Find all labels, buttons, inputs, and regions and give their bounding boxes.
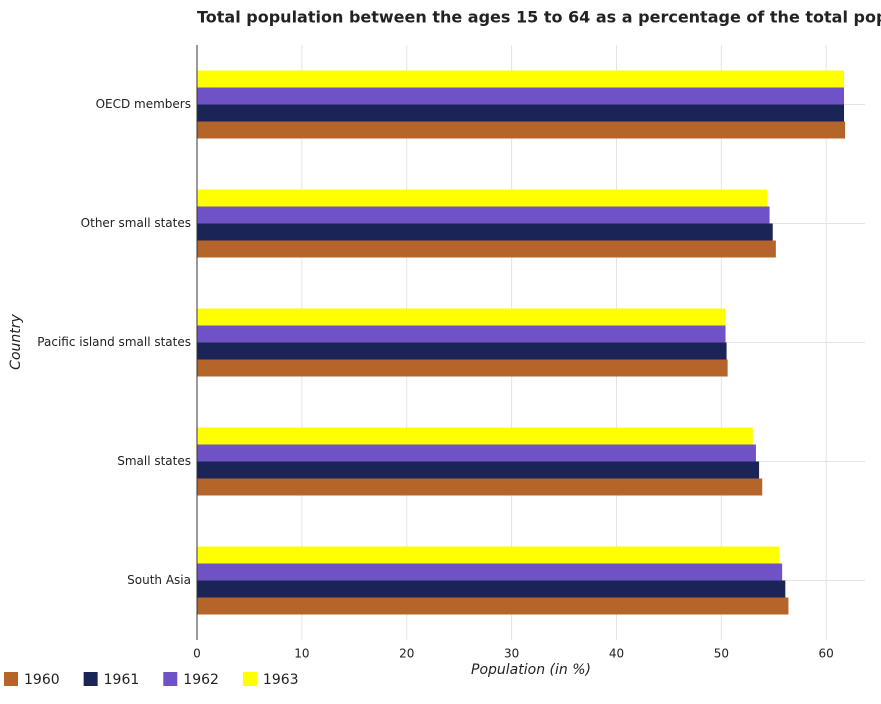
bar: [197, 308, 726, 326]
x-tick-label: 20: [399, 647, 414, 661]
legend-label: 1962: [183, 672, 219, 688]
x-tick-label: 40: [609, 647, 624, 661]
y-tick-label: OECD members: [96, 97, 191, 111]
y-tick-label: Other small states: [81, 216, 191, 230]
bar: [197, 444, 756, 462]
legend-swatch: [242, 672, 257, 686]
bar: [197, 427, 753, 445]
legend-label: 1960: [24, 672, 60, 688]
x-tick-label: 0: [193, 647, 201, 661]
bar: [197, 189, 768, 207]
bar: [197, 359, 728, 377]
legend-label: 1961: [104, 672, 140, 688]
legend-swatch: [163, 672, 178, 686]
bar: [197, 87, 845, 105]
bar: [197, 104, 845, 122]
x-tick-label: 60: [819, 647, 834, 661]
y-tick-label: South Asia: [127, 573, 191, 587]
bar: [197, 563, 783, 581]
bar: [197, 461, 760, 479]
legend-label: 1963: [263, 672, 299, 688]
bar: [197, 325, 726, 343]
y-axis-label: Country: [8, 313, 24, 369]
bar: [197, 342, 727, 360]
x-tick-label: 30: [504, 647, 519, 661]
x-axis-label: Population (in %): [471, 662, 591, 678]
x-tick-label: 50: [714, 647, 729, 661]
bar: [197, 240, 776, 258]
x-tick-label: 10: [294, 647, 309, 661]
bar: [197, 478, 763, 496]
bar: [197, 597, 789, 615]
bar: [197, 70, 845, 88]
bar: [197, 121, 846, 139]
bar: [197, 580, 786, 598]
legend-swatch: [4, 672, 18, 686]
bar: [197, 206, 770, 224]
bar: [197, 546, 780, 564]
y-tick-label: Small states: [117, 454, 191, 468]
y-tick-label: Pacific island small states: [37, 335, 191, 349]
chart-title: Total population between the ages 15 to …: [197, 8, 881, 27]
legend-swatch: [83, 672, 98, 686]
bar: [197, 223, 773, 241]
